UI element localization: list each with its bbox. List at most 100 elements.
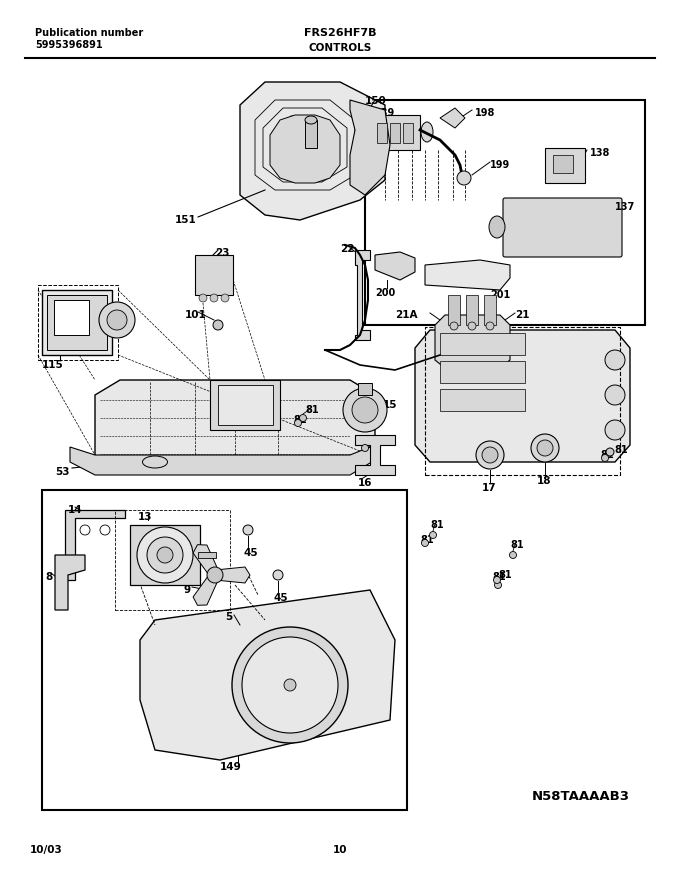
Text: 18: 18 xyxy=(537,476,551,486)
Text: 137: 137 xyxy=(615,202,635,212)
Bar xyxy=(375,115,420,150)
Circle shape xyxy=(299,415,307,422)
Polygon shape xyxy=(215,567,250,583)
Circle shape xyxy=(199,294,207,302)
Circle shape xyxy=(137,527,193,583)
Text: 5: 5 xyxy=(225,612,233,622)
Bar xyxy=(377,123,387,143)
Polygon shape xyxy=(350,100,390,195)
Circle shape xyxy=(343,388,387,432)
Circle shape xyxy=(352,397,378,423)
Bar xyxy=(448,295,460,325)
Polygon shape xyxy=(355,250,370,340)
Bar xyxy=(553,155,573,173)
Text: 13: 13 xyxy=(138,512,152,522)
Circle shape xyxy=(476,441,504,469)
Text: 81: 81 xyxy=(498,570,511,580)
Text: 8: 8 xyxy=(45,572,52,582)
Bar xyxy=(195,255,233,295)
Polygon shape xyxy=(440,108,465,128)
Polygon shape xyxy=(95,380,375,470)
FancyBboxPatch shape xyxy=(503,198,622,257)
Text: 15: 15 xyxy=(383,400,398,410)
Text: 200: 200 xyxy=(375,288,395,298)
Text: 198: 198 xyxy=(475,108,495,118)
Text: CONTROLS: CONTROLS xyxy=(308,43,372,53)
Circle shape xyxy=(509,551,517,558)
Circle shape xyxy=(207,567,223,583)
Circle shape xyxy=(210,294,218,302)
Text: 21: 21 xyxy=(515,310,530,320)
Bar xyxy=(38,285,118,360)
Polygon shape xyxy=(375,252,415,280)
Polygon shape xyxy=(65,510,125,580)
Bar xyxy=(545,148,585,183)
Text: 22: 22 xyxy=(340,244,354,254)
Circle shape xyxy=(232,627,348,743)
Circle shape xyxy=(605,350,625,370)
Text: 81: 81 xyxy=(305,405,319,415)
Text: 45: 45 xyxy=(274,593,288,603)
Text: 53: 53 xyxy=(55,467,69,477)
Bar xyxy=(305,120,317,148)
Circle shape xyxy=(147,537,183,573)
Text: 201: 201 xyxy=(490,290,510,300)
Bar xyxy=(42,290,112,355)
Bar xyxy=(390,123,400,143)
Text: 150: 150 xyxy=(365,96,387,106)
Text: 81: 81 xyxy=(360,440,373,450)
Text: 9: 9 xyxy=(183,585,190,595)
Bar xyxy=(440,389,525,411)
Polygon shape xyxy=(425,260,510,290)
Circle shape xyxy=(213,320,223,330)
Text: 16: 16 xyxy=(358,478,373,488)
Circle shape xyxy=(482,447,498,463)
Bar xyxy=(47,295,107,350)
Text: 81: 81 xyxy=(430,520,443,530)
Text: 138: 138 xyxy=(590,148,611,158)
Bar xyxy=(358,383,372,395)
Text: 115: 115 xyxy=(42,360,64,370)
Text: 5995396891: 5995396891 xyxy=(35,40,103,50)
Bar xyxy=(365,100,645,325)
Text: 81: 81 xyxy=(614,445,628,455)
Bar xyxy=(440,361,525,383)
Circle shape xyxy=(531,434,559,462)
Circle shape xyxy=(221,294,229,302)
Circle shape xyxy=(494,577,500,584)
Bar xyxy=(130,525,200,585)
Text: N58TAAAAB3: N58TAAAAB3 xyxy=(532,790,630,803)
Text: 10: 10 xyxy=(333,845,347,855)
Text: 17: 17 xyxy=(482,483,496,493)
Text: 81: 81 xyxy=(600,450,613,460)
Circle shape xyxy=(450,322,458,330)
Text: 81: 81 xyxy=(492,572,506,582)
Ellipse shape xyxy=(489,216,505,238)
Circle shape xyxy=(430,531,437,538)
Circle shape xyxy=(422,539,428,546)
Bar xyxy=(440,333,525,355)
Text: 21A: 21A xyxy=(395,310,418,320)
Text: 10/03: 10/03 xyxy=(30,845,63,855)
Circle shape xyxy=(107,310,127,330)
Text: 14: 14 xyxy=(68,505,83,515)
Circle shape xyxy=(273,570,283,580)
Circle shape xyxy=(537,440,553,456)
Text: 23: 23 xyxy=(215,248,230,258)
Polygon shape xyxy=(140,590,395,760)
Polygon shape xyxy=(70,445,375,475)
Bar xyxy=(403,123,413,143)
Ellipse shape xyxy=(143,456,167,468)
Bar xyxy=(218,385,273,425)
Circle shape xyxy=(294,420,301,427)
Polygon shape xyxy=(415,330,630,462)
Bar xyxy=(115,510,230,610)
Circle shape xyxy=(100,525,110,535)
Circle shape xyxy=(605,420,625,440)
Bar xyxy=(466,295,478,325)
Text: 149: 149 xyxy=(220,762,242,772)
Bar xyxy=(198,552,216,558)
Polygon shape xyxy=(435,315,510,368)
Bar xyxy=(42,490,407,810)
Text: 81: 81 xyxy=(510,540,524,550)
